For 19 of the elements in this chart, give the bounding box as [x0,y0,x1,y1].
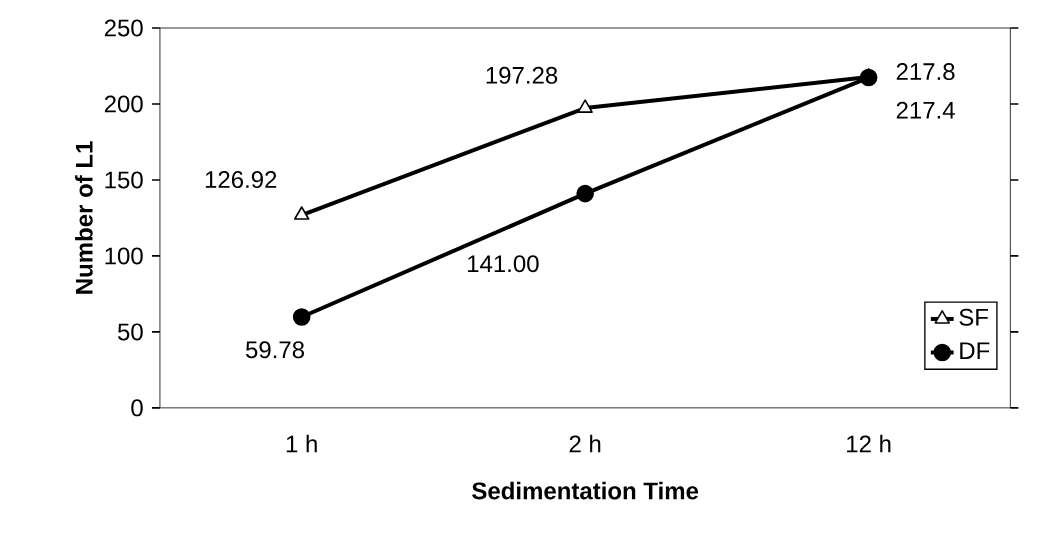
x-tick-label: 2 h [569,434,601,453]
data-label: 197.28 [486,66,558,84]
y-tick-label: 50 [117,323,143,341]
y-tick-label: 250 [104,19,143,37]
y-tick-label: 150 [105,171,143,189]
y-tick-label: 0 [131,399,143,417]
y-axis-title: Number of L1 [75,141,93,294]
y-tick-label: 200 [104,95,143,113]
data-label: 59.78 [245,341,305,359]
data-label: 217.8 [896,63,955,81]
y-tick-label: 100 [105,247,143,265]
x-axis-title: Sedimentation Time [472,481,699,500]
x-tick-label: 12 h [847,434,891,453]
data-label: 126.92 [205,171,277,189]
legend-label: DF [960,342,990,360]
data-label: 141.00 [468,255,539,273]
x-tick-label: 1 h [286,434,317,453]
legend-label: SF [959,308,988,326]
data-label: 217.4 [896,101,955,119]
